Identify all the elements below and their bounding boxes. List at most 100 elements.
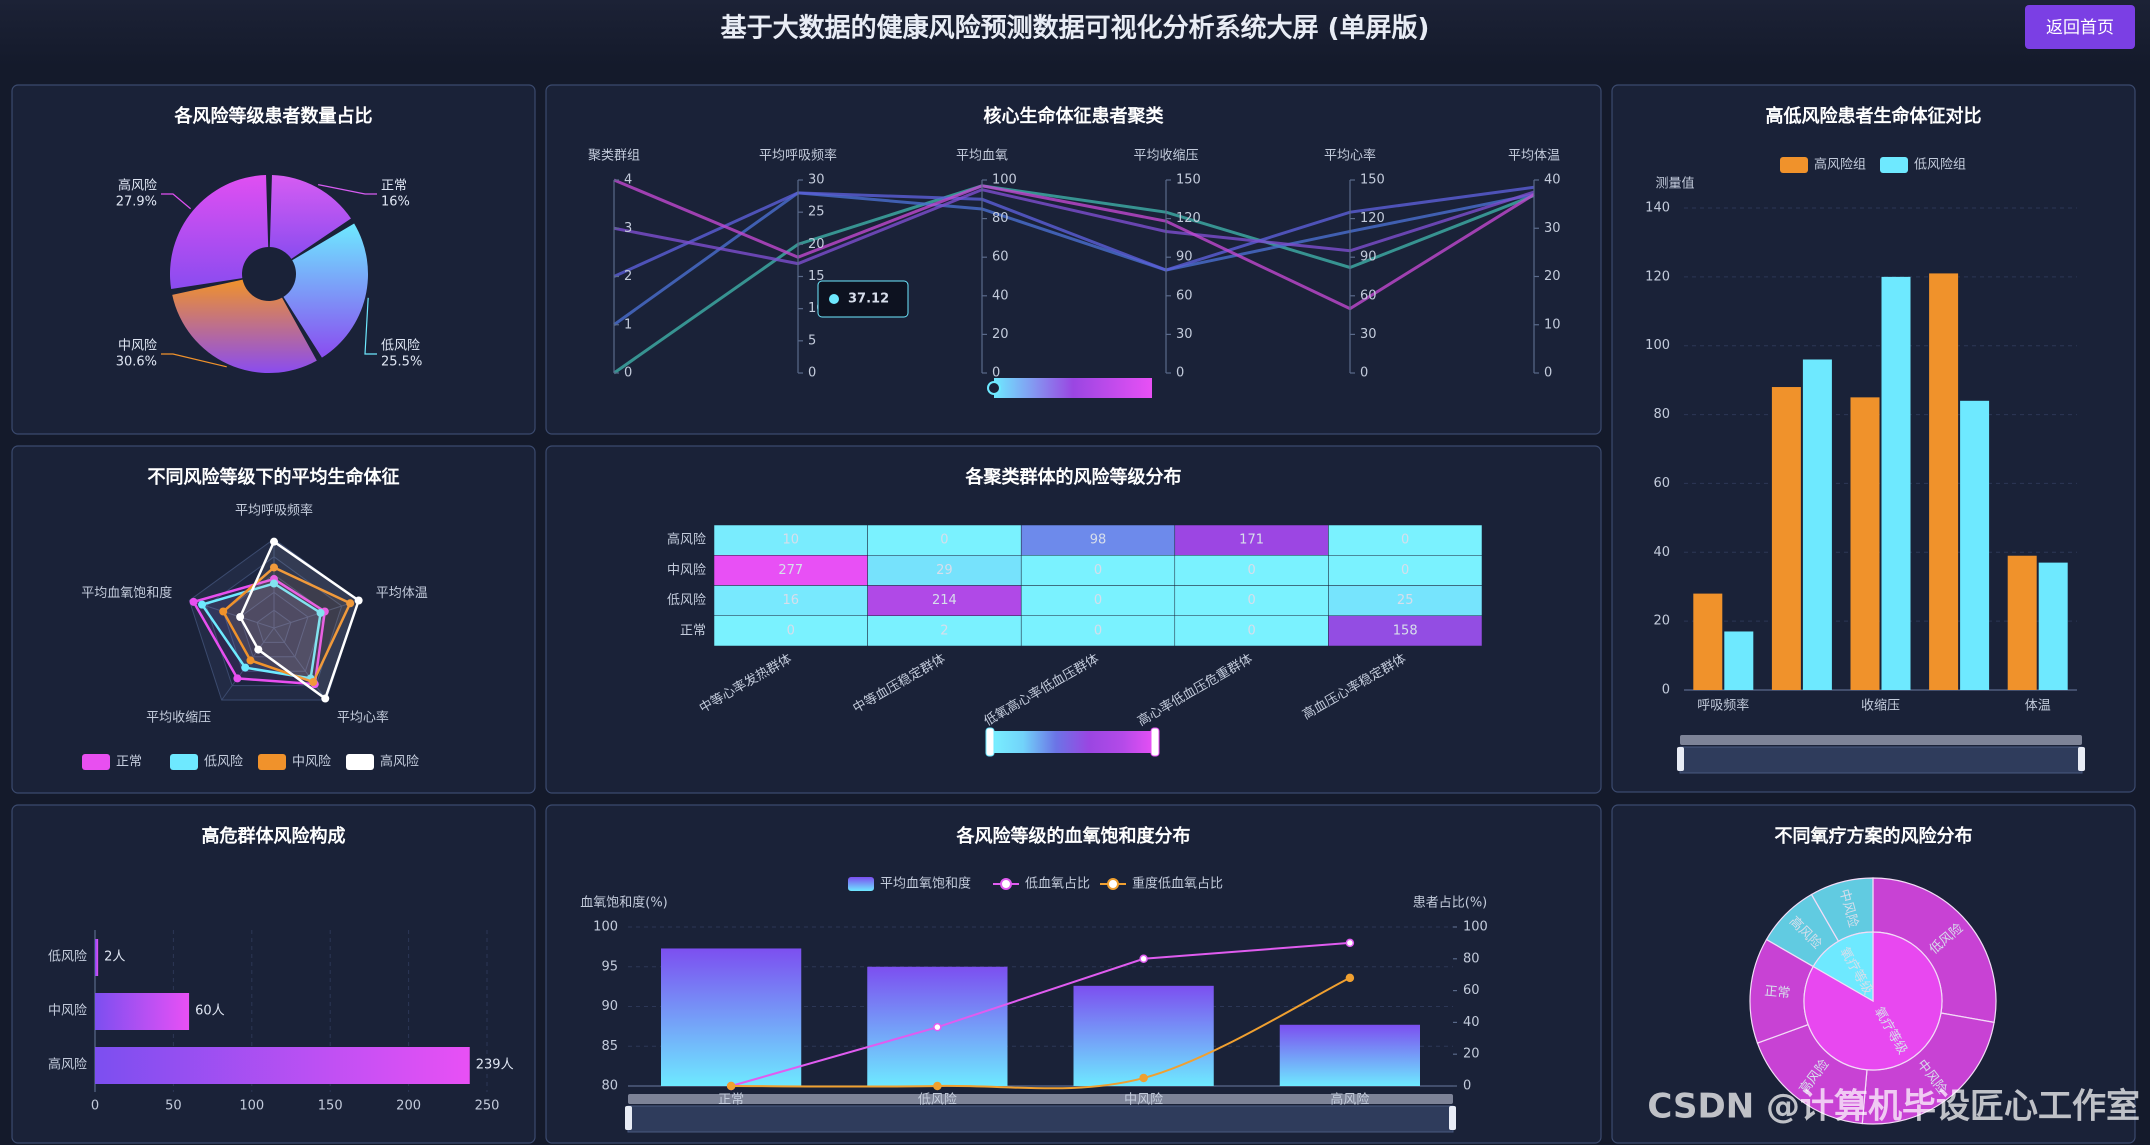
slice-value: 27.9% bbox=[116, 195, 157, 210]
bar bbox=[1850, 397, 1880, 690]
bar bbox=[95, 993, 190, 1030]
legend-label: 重度低血氧占比 bbox=[1132, 876, 1223, 892]
cell-label: 98 bbox=[1090, 533, 1107, 548]
y2-tick-label: 60 bbox=[1463, 983, 1480, 998]
y2-tick-label: 100 bbox=[1463, 920, 1488, 935]
legend-label: 正常 bbox=[116, 755, 142, 770]
axis-name: 平均血氧 bbox=[956, 149, 1008, 164]
button-bg[interactable] bbox=[2025, 5, 2135, 49]
legend-marker bbox=[1107, 878, 1119, 890]
visual-map bbox=[990, 731, 1155, 753]
tick-label: 20 bbox=[808, 237, 825, 252]
slice-label: 低风险 bbox=[381, 339, 420, 354]
radar-area bbox=[191, 577, 327, 686]
tick-label: 40 bbox=[992, 288, 1009, 303]
line-marker bbox=[726, 1081, 736, 1091]
y-tick-label: 120 bbox=[1645, 269, 1670, 284]
tick-label: 30 bbox=[1176, 327, 1193, 342]
bar bbox=[95, 1047, 470, 1084]
heat-cell bbox=[1328, 555, 1483, 586]
value-label: 239人 bbox=[476, 1058, 514, 1073]
cluster-line bbox=[613, 178, 1535, 311]
heat-cell bbox=[713, 585, 868, 616]
cell-label: 29 bbox=[936, 563, 953, 578]
zoom-handle bbox=[1677, 747, 1684, 771]
visual-map-handle bbox=[987, 381, 1001, 395]
tick-label: 2 bbox=[624, 269, 632, 284]
radar-point bbox=[236, 612, 245, 621]
y-tick-label: 中风险 bbox=[48, 1004, 87, 1019]
legend-label: 低风险 bbox=[204, 755, 243, 770]
value-label: 2人 bbox=[104, 950, 125, 965]
cell-label: 25 bbox=[1397, 593, 1414, 608]
y2-axis-label: 患者占比(%) bbox=[1413, 896, 1488, 911]
legend-swatch bbox=[170, 754, 198, 770]
home-button[interactable]: 返回首页 bbox=[2025, 5, 2135, 49]
cell-label: 16 bbox=[783, 593, 800, 608]
y-tick-label: 中风险 bbox=[667, 563, 706, 578]
x-tick-label: 呼吸频率 bbox=[1697, 698, 1749, 714]
chart-title: 高危群体风险构成 bbox=[202, 825, 346, 847]
pie-slice bbox=[172, 279, 317, 373]
button-label[interactable]: 返回首页 bbox=[2046, 18, 2114, 38]
legend-swatch bbox=[848, 877, 874, 891]
chart-title: 高低风险患者生命体征对比 bbox=[1766, 105, 1982, 127]
y-axis-label: 血氧饱和度(%) bbox=[580, 895, 668, 911]
bar bbox=[1724, 631, 1754, 690]
radar-point bbox=[246, 656, 255, 665]
cell-label: 158 bbox=[1393, 623, 1418, 638]
heat-cell bbox=[1174, 555, 1329, 586]
tick-label: 30 bbox=[808, 173, 825, 188]
y2-tick-label: 0 bbox=[1463, 1079, 1471, 1094]
leader-line bbox=[161, 353, 227, 368]
chart-title: 不同氧疗方案的风险分布 bbox=[1775, 825, 1973, 847]
chart-title: 各聚类群体的风险等级分布 bbox=[965, 466, 1182, 488]
cell-label: 0 bbox=[787, 623, 795, 638]
tick-label: 10 bbox=[1544, 317, 1561, 332]
leader-line bbox=[161, 193, 191, 210]
pie-slice bbox=[170, 175, 269, 290]
cluster-line bbox=[613, 191, 1535, 326]
visual-map-handle bbox=[985, 727, 995, 757]
tick-label: 1 bbox=[624, 317, 632, 332]
chart-title: 各风险等级的血氧饱和度分布 bbox=[956, 825, 1191, 847]
tick-label: 120 bbox=[1176, 211, 1201, 226]
x-tick-label: 100 bbox=[239, 1099, 264, 1114]
line-marker bbox=[933, 1022, 942, 1032]
y-tick-label: 85 bbox=[601, 1039, 618, 1054]
tick-label: 3 bbox=[624, 221, 632, 236]
y-axis-label: 测量值 bbox=[1655, 176, 1694, 192]
cluster-line bbox=[613, 188, 1535, 266]
tick-label: 30 bbox=[1360, 327, 1377, 342]
bar bbox=[1929, 273, 1959, 690]
radar-point bbox=[254, 645, 263, 654]
y-tick-label: 140 bbox=[1645, 201, 1670, 216]
line-marker bbox=[1139, 1073, 1148, 1083]
x-tick-label: 0 bbox=[91, 1099, 99, 1114]
outer-label: 正常 bbox=[1764, 984, 1791, 1001]
heat-cell bbox=[867, 615, 1022, 647]
tick-label: 150 bbox=[1176, 173, 1201, 188]
tick-label: 0 bbox=[992, 366, 1000, 381]
y-tick-label: 60 bbox=[1653, 476, 1670, 491]
tooltip-dot bbox=[829, 294, 839, 304]
axis-name: 聚类群组 bbox=[588, 149, 640, 164]
zoom-handle bbox=[1449, 1106, 1456, 1130]
x-tick-label: 150 bbox=[318, 1099, 343, 1114]
cell-label: 0 bbox=[1247, 563, 1255, 578]
tick-label: 60 bbox=[1176, 288, 1193, 303]
indicator-label: 平均体温 bbox=[376, 586, 428, 601]
axis-name: 平均呼吸频率 bbox=[759, 148, 837, 164]
tick-label: 5 bbox=[808, 333, 816, 348]
tick-label: 60 bbox=[992, 250, 1009, 265]
y-tick-label: 80 bbox=[1653, 407, 1670, 422]
radar-area bbox=[221, 566, 352, 684]
chart-title: 不同风险等级下的平均生命体征 bbox=[148, 466, 400, 488]
line-marker bbox=[1345, 973, 1355, 983]
slice-value: 16% bbox=[381, 195, 410, 210]
tick-label: 60 bbox=[1360, 288, 1377, 303]
y-tick-label: 低风险 bbox=[48, 950, 87, 965]
pie-slice bbox=[283, 223, 368, 358]
radar-point bbox=[270, 563, 278, 572]
